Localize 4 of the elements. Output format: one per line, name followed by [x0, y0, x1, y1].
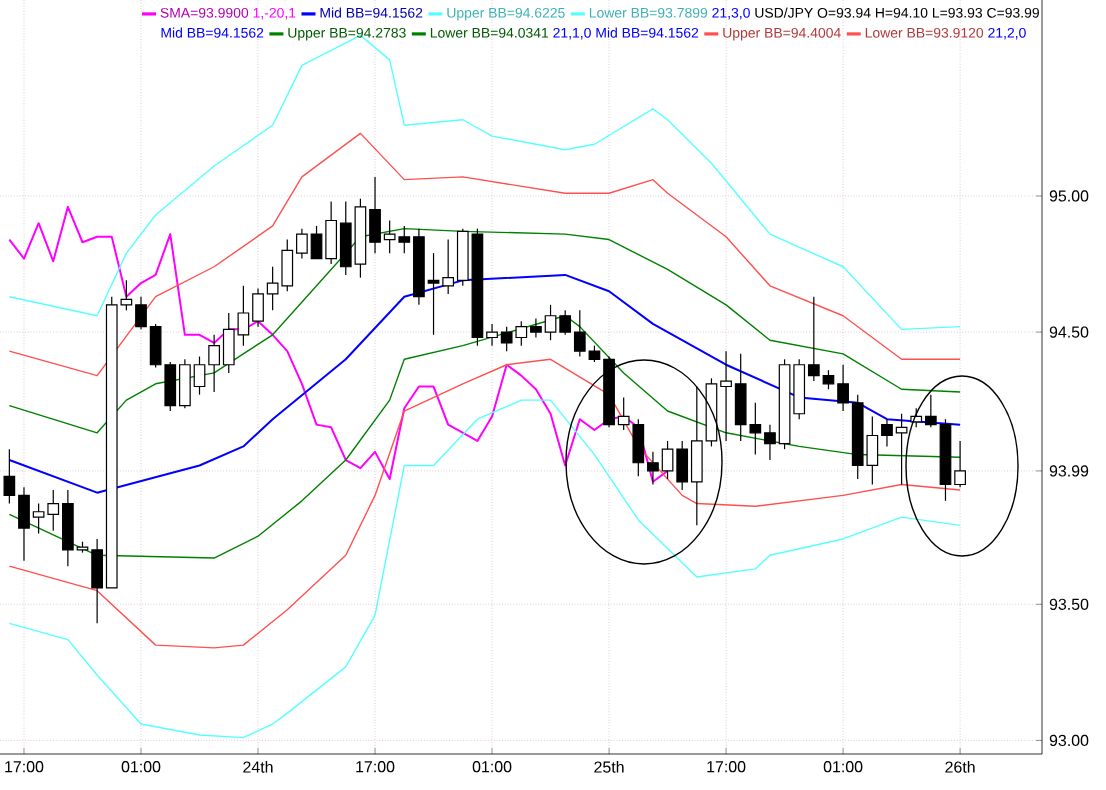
- line-series: [8, 399, 961, 739]
- line-series: [8, 358, 961, 649]
- line-series: [8, 273, 962, 494]
- line-series: [8, 132, 961, 377]
